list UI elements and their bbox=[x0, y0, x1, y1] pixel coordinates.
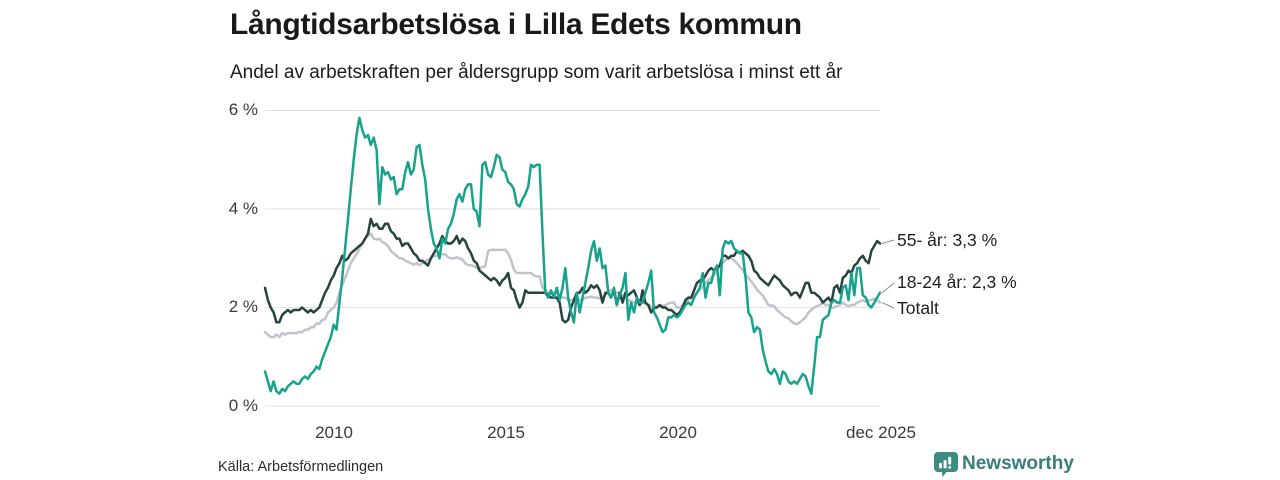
connector-55-ar bbox=[881, 239, 895, 244]
newsworthy-brand-name: Newsworthy bbox=[962, 453, 1074, 474]
x-axis-tick-label-2020: 2020 bbox=[659, 423, 697, 442]
chart-title: Långtidsarbetslösa i Lilla Edets kommun bbox=[230, 8, 802, 41]
y-axis-tick-label-4: 4 % bbox=[228, 199, 258, 218]
connector-18-24 bbox=[881, 282, 895, 294]
y-axis-tick-label-6: 6 % bbox=[228, 100, 258, 119]
x-axis-tick-label-2015: 2015 bbox=[487, 423, 525, 442]
source-note: Källa: Arbetsförmedlingen bbox=[218, 459, 384, 475]
y-axis-tick-label-2: 2 % bbox=[228, 297, 258, 316]
series-line-18-24-r bbox=[263, 116, 882, 395]
newsworthy-logo-icon bbox=[933, 451, 959, 478]
series-label-18-24: 18-24 år: 2,3 % bbox=[897, 272, 1017, 292]
series-line-55-r bbox=[263, 217, 882, 324]
x-axis-tick-label-2010: 2010 bbox=[315, 423, 353, 442]
x-axis-tick-label-dec-2025: dec 2025 bbox=[846, 423, 916, 442]
series-label-55-ar: 55- år: 3,3 % bbox=[897, 230, 998, 250]
series-label-totalt: Totalt bbox=[897, 298, 939, 318]
y-axis-tick-label-0: 0 % bbox=[228, 396, 258, 415]
connector-totalt bbox=[881, 302, 895, 309]
chart-subtitle: Andel av arbetskraften per åldersgrupp s… bbox=[230, 62, 843, 83]
